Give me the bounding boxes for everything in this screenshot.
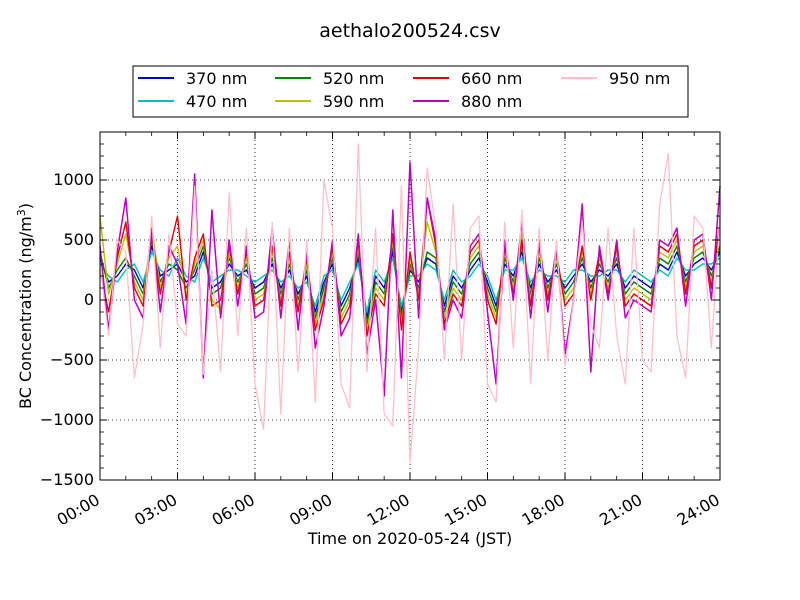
legend-box (132, 65, 689, 118)
legend: 370 nm 470 nm 520 nm 590 nm 660 nm 880 nm 950 … (132, 65, 689, 118)
ticks (99, 131, 721, 481)
series-line-950-nm (99, 143, 721, 464)
legend-label: 370 nm (186, 69, 247, 88)
legend-label: 880 nm (461, 92, 522, 111)
legend-label: 950 nm (609, 69, 670, 88)
x-axis-label: Time on 2020-05-24 (JST) (307, 529, 512, 548)
series-line-880-nm (99, 161, 721, 397)
series-line-370-nm (99, 245, 721, 319)
y-axis-label: BC Concentration (ng/m3) (15, 203, 35, 409)
y-tick-label: −1000 (40, 410, 94, 429)
y-tick-label: 0 (84, 290, 94, 309)
legend-label: 590 nm (323, 92, 384, 111)
series-line-520-nm (99, 239, 721, 325)
y-tick-label: −1500 (40, 470, 94, 489)
legend-label: 470 nm (186, 92, 247, 111)
series-line-470-nm (99, 251, 721, 313)
chart-title: aethalo200524.csv (319, 20, 501, 42)
y-tick-label: 1000 (53, 170, 94, 189)
series-layer (99, 143, 721, 464)
legend-label: 520 nm (323, 69, 384, 88)
y-tick-label: 500 (63, 230, 94, 249)
y-tick-label: −500 (50, 350, 94, 369)
legend-label: 660 nm (461, 69, 522, 88)
